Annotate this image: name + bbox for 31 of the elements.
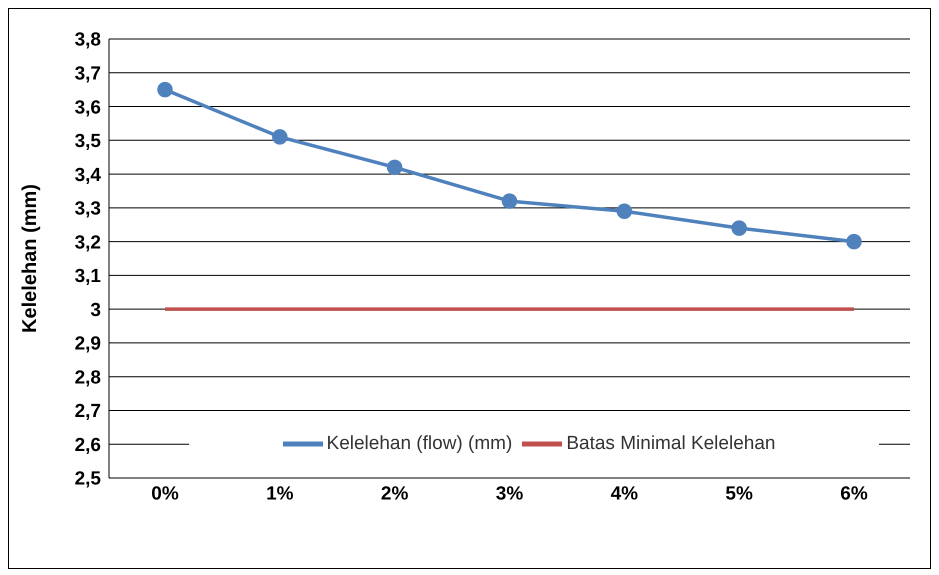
y-tick-label: 3,6	[74, 97, 101, 118]
y-tick-label: 3	[90, 300, 101, 321]
point	[272, 129, 288, 145]
y-tick-label: 2,7	[74, 401, 101, 422]
point	[502, 193, 518, 209]
point	[846, 234, 862, 250]
y-tick-label: 3,8	[74, 30, 101, 51]
x-tick-label: 6%	[840, 483, 868, 504]
legend-label: Kelelehan (flow) (mm)	[326, 433, 512, 454]
y-tick-label: 2,5	[74, 468, 102, 490]
y-tick-label: 3,3	[74, 198, 101, 220]
x-tick-label: 3%	[496, 483, 524, 504]
point	[616, 203, 632, 219]
legend-label: Batas Minimal Kelelehan	[566, 433, 776, 454]
y-tick-label: 2,8	[74, 367, 101, 388]
y-tick-label: 3,5	[74, 131, 102, 152]
x-tick-label: 0%	[151, 483, 179, 504]
x-tick-label: 5%	[725, 483, 753, 504]
y-tick-label: 2,6	[74, 434, 101, 456]
x-tick-label: 1%	[266, 483, 294, 504]
y-tick-label: 3,7	[74, 64, 101, 85]
y-tick-label: 3,1	[74, 266, 102, 288]
y-tick-label: 3,4	[74, 164, 102, 186]
x-tick-label: 4%	[610, 483, 638, 504]
point	[731, 220, 747, 236]
y-tick-label: 3,2	[74, 232, 101, 254]
x-tick-label: 2%	[380, 483, 408, 504]
y-tick-label: 2,9	[74, 334, 101, 355]
point	[157, 82, 173, 98]
y-axis-title: Kelelehan (mm)	[19, 184, 42, 333]
point	[386, 160, 402, 176]
